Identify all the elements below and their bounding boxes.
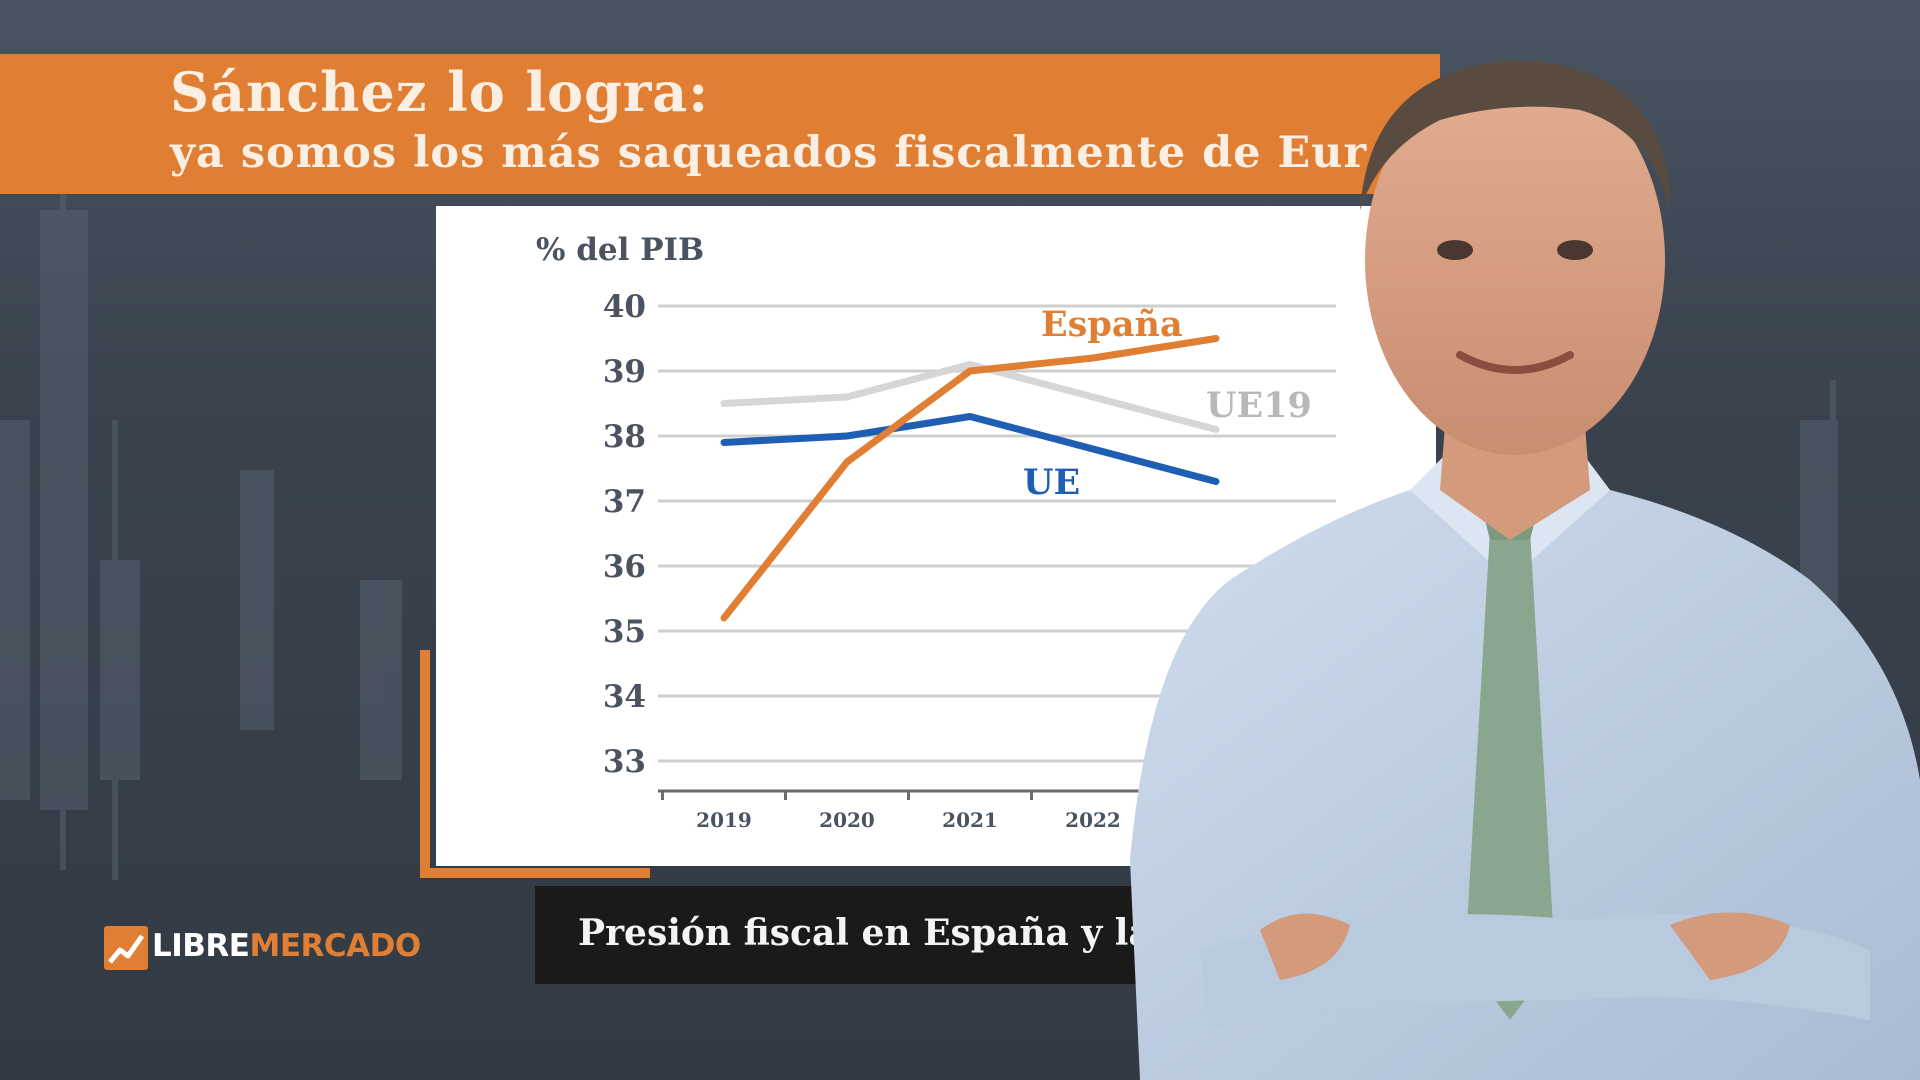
decorative-orange-frame [420, 650, 650, 878]
y-tick-33: 33 [603, 744, 646, 780]
headline-line-1: Sánchez lo logra: [170, 60, 710, 124]
y-tick-39: 39 [603, 354, 646, 390]
series-line-ue19 [720, 361, 1220, 433]
x-tick-2021: 2021 [942, 808, 998, 832]
y-tick-38: 38 [603, 419, 646, 455]
trend-chart-icon [104, 926, 148, 970]
series-label-ue19: UE19 [1206, 385, 1312, 426]
chart-caption: Presión fiscal en España y la UE [578, 912, 1224, 954]
title-band [0, 54, 1440, 194]
y-axis-label: % del PIB [536, 232, 704, 268]
series-labels: España UE UE19 [1023, 304, 1312, 503]
x-tick-2022: 2022 [1065, 808, 1121, 832]
x-tick-2019: 2019 [696, 808, 752, 832]
logo-text: LIBREMERCADO [152, 928, 421, 964]
x-tick-2020: 2020 [819, 808, 875, 832]
logo-text-libre: LIBRE [152, 928, 250, 964]
y-tick-40: 40 [603, 289, 646, 325]
series-lines [720, 335, 1220, 622]
presenter-photo [1130, 60, 1920, 1080]
logo-text-mercado: MERCADO [249, 928, 421, 964]
y-tick-35: 35 [603, 614, 646, 650]
y-tick-34: 34 [603, 679, 646, 715]
series-line-ue [720, 413, 1220, 485]
headline-line-2: ya somos los más saqueados fiscalmente d… [170, 128, 1368, 178]
line-chart: 40 39 38 37 36 35 34 33 2019 2020 2021 2022 España… [536, 232, 1336, 832]
series-label-ue: UE [1023, 462, 1080, 503]
series-line-españa [720, 335, 1220, 622]
y-tick-labels: 40 39 38 37 36 35 34 33 [603, 289, 646, 780]
y-tick-37: 37 [603, 484, 646, 520]
series-label-españa: España [1041, 304, 1183, 345]
y-tick-36: 36 [603, 549, 646, 585]
